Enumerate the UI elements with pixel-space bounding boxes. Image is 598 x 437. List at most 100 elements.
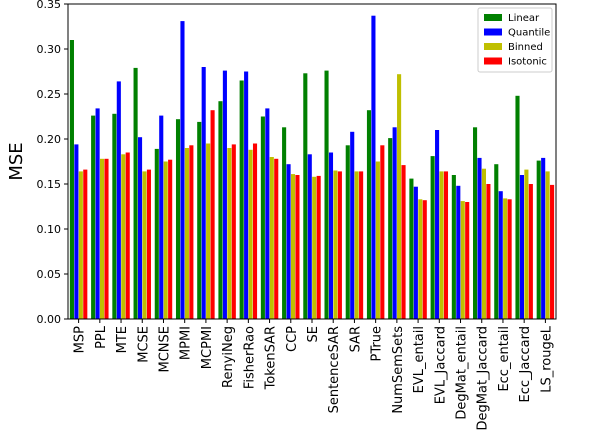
x-tick-label: PPL [94,325,109,349]
bar-binned-se [312,176,317,319]
bar-binned-numsemsets [397,74,402,319]
bar-quantile-mte [116,81,121,320]
bar-binned-ls-rougel [545,171,550,319]
bar-binned-mcpmi [206,143,211,319]
bar-binned-ccp [290,174,296,319]
bar-isotonic-mcse [146,169,151,319]
x-tick-label: NumSemSets [391,326,406,414]
bar-linear-mpmi [175,119,181,319]
x-tick-label: RenyiNeg [221,326,236,388]
legend-label-quantile: Quantile [508,28,550,39]
x-tick-label: MCSE [136,326,151,363]
x-tick-label: DegMat_entail [455,326,470,420]
legend-label-binned: Binned [508,42,543,53]
bar-isotonic-mcpmi [210,110,215,319]
x-tick-label: MTE [115,326,130,353]
bar-binned-sentencesar [333,170,338,319]
bar-isotonic-fisherrao [252,143,258,319]
x-tick-label: MSP [73,326,88,353]
bar-linear-ecc-jaccard [515,95,520,319]
bar-isotonic-tokensar [274,158,279,319]
bar-isotonic-evl-entail [422,200,427,319]
bar-linear-numsemsets [388,138,393,319]
bar-linear-evl-jaccard [430,156,435,319]
bar-binned-mcse [142,171,147,319]
x-tick-label: MCNSE [157,326,172,372]
bar-linear-degmat-entail [451,175,456,319]
x-tick-label: SAR [348,326,363,352]
bar-linear-fisherrao [239,80,244,319]
bar-linear-evl-entail [409,178,414,319]
y-tick-label: 0.00 [37,313,62,326]
x-tick-label: LS_rougeL [539,325,554,392]
bar-binned-ecc-entail [503,198,508,319]
bar-linear-tokensar [260,116,265,319]
bar-linear-sentencesar [324,70,329,319]
bar-binned-mcnse [163,161,168,319]
bar-linear-ppl [91,115,96,319]
bar-quantile-sentencesar [328,152,334,319]
bar-quantile-evl-jaccard [435,130,440,319]
bar-isotonic-mte [125,152,130,319]
bar-binned-mpmi [184,148,189,319]
x-tick-label: TokenSAR [264,326,279,390]
legend-swatch-isotonic [484,57,502,65]
bar-quantile-ppl [95,108,100,320]
bar-linear-ccp [282,127,287,319]
bar-binned-msp [78,171,83,319]
bar-isotonic-ccp [295,175,300,319]
bar-isotonic-ecc-entail [507,199,512,319]
bar-isotonic-ppl [104,158,109,319]
bar-quantile-renyineg [222,70,227,319]
bar-quantile-msp [74,144,79,319]
legend-box [477,7,553,73]
bar-isotonic-mpmi [189,145,194,319]
x-tick-label: FisherRao [242,326,257,389]
x-tick-label: SE [306,326,321,342]
bar-binned-ppl [100,158,105,319]
bar-linear-ecc-entail [494,164,499,319]
legend-swatch-quantile [484,28,502,36]
y-tick-label: 0.30 [37,43,62,56]
bar-linear-ls-rougel [536,160,541,319]
bar-quantile-mcse [137,137,143,319]
x-tick-label: SentenceSAR [327,326,342,413]
bar-isotonic-numsemsets [401,165,406,319]
bar-linear-mcse [133,67,138,320]
bar-quantile-ccp [286,164,291,319]
bar-linear-degmat-jaccard [473,127,478,319]
bar-quantile-degmat-entail [456,185,461,319]
bar-binned-mte [121,154,126,319]
x-tick-label: PTrue [370,326,385,361]
legend-swatch-binned [484,43,502,50]
x-tick-label: EVL_entail [412,326,427,393]
x-tick-label: MCPMI [200,326,215,369]
bar-binned-evl-jaccard [439,171,444,319]
bar-binned-renyineg [227,148,232,319]
bar-binned-tokensar [269,157,274,319]
x-tick-label: CCP [285,326,300,352]
bar-linear-mcnse [154,148,159,319]
bar-quantile-se [307,154,312,319]
legend: Linear Quantile Binned Isotonic [477,7,553,73]
x-tick-label: MPMI [179,326,194,360]
x-tick-label: Ecc_entail [497,326,512,392]
bar-isotonic-sar [359,171,364,319]
bar-binned-ecc-jaccard [524,169,529,319]
bar-isotonic-degmat-entail [465,202,470,319]
bar-binned-fisherrao [248,149,253,319]
bar-linear-sar [345,145,350,319]
bar-linear-msp [69,40,74,319]
y-tick-label: 0.10 [37,223,62,236]
bar-quantile-mcnse [159,115,164,319]
bar-quantile-ls-rougel [541,157,546,319]
bar-binned-ptrue [375,161,380,319]
bar-quantile-fisherrao [244,71,249,319]
y-tick-label: 0.25 [37,88,62,101]
bar-isotonic-ecc-jaccard [528,184,533,319]
bar-linear-se [303,73,308,319]
bar-linear-mcpmi [197,121,202,320]
bar-isotonic-se [316,175,321,319]
y-tick-label: 0.05 [37,268,62,281]
